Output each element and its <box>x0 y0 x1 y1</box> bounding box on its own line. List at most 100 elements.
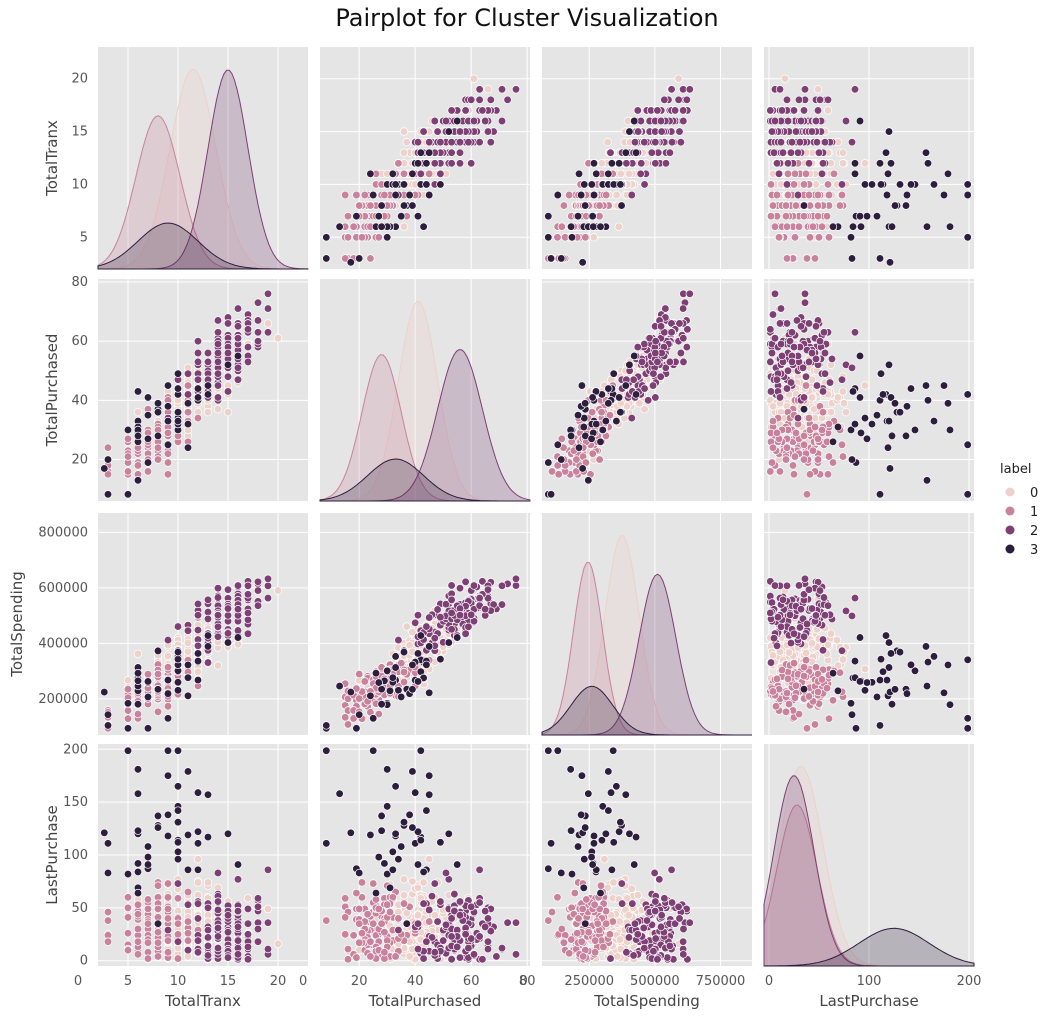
data-point-cluster-2 <box>794 581 804 590</box>
data-point-cluster-3 <box>391 190 400 200</box>
data-point-cluster-3 <box>902 190 912 200</box>
data-point-cluster-1 <box>123 714 133 723</box>
data-point-cluster-0 <box>625 169 634 179</box>
data-point-cluster-0 <box>614 222 623 231</box>
data-point-cluster-2 <box>430 879 439 888</box>
y-tick-label: 40 <box>71 393 88 408</box>
data-point-cluster-3 <box>163 771 173 780</box>
data-point-cluster-3 <box>173 782 183 791</box>
x-axis-label: TotalTranx <box>164 992 241 1010</box>
data-point-cluster-3 <box>850 656 860 666</box>
data-point-cluster-1 <box>772 428 782 438</box>
data-point-cluster-3 <box>578 258 587 267</box>
data-point-cluster-3 <box>876 655 886 664</box>
data-point-cluster-2 <box>799 632 809 641</box>
data-point-cluster-2 <box>233 605 243 614</box>
data-point-cluster-2 <box>837 180 847 189</box>
data-point-cluster-3 <box>163 746 173 755</box>
data-point-cluster-1 <box>357 929 367 938</box>
data-point-cluster-3 <box>943 399 953 408</box>
data-point-cluster-3 <box>394 855 403 864</box>
data-point-cluster-2 <box>419 899 428 908</box>
data-point-cluster-1 <box>357 233 367 242</box>
data-point-cluster-2 <box>478 106 487 115</box>
data-point-cluster-3 <box>436 180 445 189</box>
data-point-cluster-2 <box>223 911 233 920</box>
data-point-cluster-2 <box>203 658 213 667</box>
data-point-cluster-1 <box>123 929 133 938</box>
data-point-cluster-3 <box>886 159 896 168</box>
y-tick-label: 5 <box>80 230 88 245</box>
data-point-cluster-3 <box>402 919 411 928</box>
data-point-cluster-0 <box>807 639 817 648</box>
data-point-cluster-2 <box>850 593 860 603</box>
data-point-cluster-1 <box>103 916 113 925</box>
data-point-cluster-3 <box>856 428 866 438</box>
data-point-cluster-2 <box>173 622 183 631</box>
data-point-cluster-3 <box>413 677 423 686</box>
data-point-cluster-2 <box>653 106 662 115</box>
kde-curve-cluster-3 <box>97 222 308 270</box>
data-point-cluster-2 <box>213 923 223 933</box>
plot-background <box>542 47 752 269</box>
data-point-cluster-2 <box>447 581 456 590</box>
data-point-cluster-2 <box>223 372 233 381</box>
data-point-cluster-1 <box>374 233 383 242</box>
data-point-cluster-3 <box>352 724 361 733</box>
data-point-cluster-2 <box>475 593 484 603</box>
data-point-cluster-3 <box>887 700 897 709</box>
data-point-cluster-1 <box>835 668 845 677</box>
data-point-cluster-2 <box>622 159 631 168</box>
data-point-cluster-3 <box>143 860 153 869</box>
data-point-cluster-1 <box>813 687 823 697</box>
data-point-cluster-2 <box>817 169 827 179</box>
data-point-cluster-2 <box>766 325 775 334</box>
data-point-cluster-2 <box>411 618 420 627</box>
data-point-cluster-3 <box>862 678 872 687</box>
data-point-cluster-3 <box>573 211 583 221</box>
data-point-cluster-2 <box>815 337 825 346</box>
data-point-cluster-3 <box>377 201 386 210</box>
data-point-cluster-2 <box>497 943 507 953</box>
data-point-cluster-2 <box>812 381 822 390</box>
data-point-cluster-1 <box>394 914 403 923</box>
data-point-cluster-3 <box>422 180 431 189</box>
data-point-cluster-2 <box>483 944 493 954</box>
data-point-cluster-2 <box>453 942 462 952</box>
subplot-TotalTranx-vs-LastPurchase <box>764 47 974 269</box>
data-point-cluster-2 <box>183 369 193 378</box>
data-point-cluster-2 <box>422 622 431 631</box>
data-point-cluster-2 <box>213 632 223 641</box>
data-point-cluster-3 <box>369 714 378 723</box>
data-point-cluster-2 <box>213 357 223 367</box>
data-point-cluster-2 <box>243 357 253 367</box>
data-point-cluster-3 <box>416 148 425 157</box>
data-point-cluster-2 <box>475 932 484 941</box>
data-point-cluster-1 <box>193 413 203 423</box>
data-point-cluster-1 <box>838 452 848 461</box>
data-point-cluster-1 <box>133 709 143 719</box>
data-point-cluster-2 <box>492 952 501 961</box>
data-point-cluster-3 <box>963 490 972 499</box>
data-point-cluster-1 <box>817 425 827 435</box>
data-point-cluster-1 <box>133 924 143 934</box>
data-point-cluster-3 <box>173 818 183 827</box>
data-point-cluster-0 <box>807 393 817 402</box>
data-point-cluster-2 <box>778 148 788 157</box>
data-point-cluster-3 <box>385 686 395 695</box>
data-point-cluster-2 <box>649 369 658 378</box>
data-point-cluster-3 <box>923 159 933 168</box>
subplot-TotalPurchased-vs-LastPurchase <box>764 279 974 501</box>
data-point-cluster-2 <box>769 634 779 643</box>
data-point-cluster-2 <box>636 169 645 179</box>
data-point-cluster-2 <box>782 384 792 393</box>
data-point-cluster-3 <box>103 710 113 719</box>
data-point-cluster-1 <box>341 894 350 903</box>
data-point-cluster-1 <box>380 190 389 200</box>
data-point-cluster-0 <box>263 319 273 328</box>
data-point-cluster-3 <box>425 790 434 799</box>
data-point-cluster-2 <box>425 613 434 622</box>
data-point-cluster-2 <box>679 334 688 343</box>
data-point-cluster-1 <box>366 937 375 946</box>
